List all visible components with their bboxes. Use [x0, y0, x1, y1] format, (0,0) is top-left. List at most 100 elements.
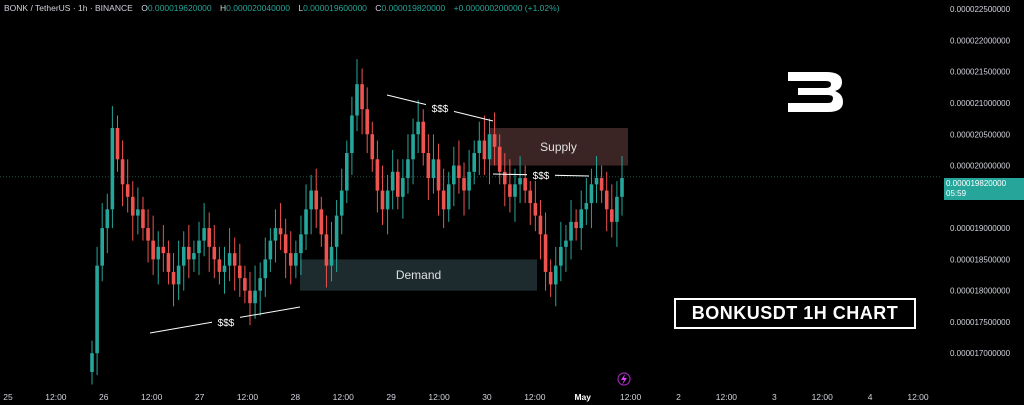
candle-body	[181, 246, 186, 266]
current-price-value: 0.000019820000	[946, 179, 1007, 188]
candle-body	[141, 209, 145, 229]
time-tick-label: 30	[482, 392, 492, 402]
demand-zone-label: Demand	[396, 268, 441, 282]
liquidity-label: $$$	[533, 171, 550, 182]
candle-body	[467, 171, 471, 191]
time-tick-label: 12:00	[524, 392, 546, 402]
time-tick-label: 25	[3, 392, 13, 402]
liquidity-label: $$$	[432, 104, 449, 115]
candle-body	[319, 209, 324, 235]
candle-body	[237, 265, 242, 279]
low-label: L	[298, 3, 304, 13]
candle-body	[100, 228, 104, 266]
candle-body	[324, 234, 329, 266]
candle-body	[421, 121, 426, 154]
open-value: 0.000019620000	[147, 3, 212, 13]
candle-body	[553, 265, 558, 285]
candle-body	[518, 178, 522, 185]
close-label: C	[375, 3, 382, 13]
candle-body	[232, 253, 237, 266]
candle-body	[401, 178, 405, 197]
candle-body	[441, 190, 446, 210]
candle-body	[360, 84, 364, 110]
zones-layer: Supply Demand	[0, 128, 940, 291]
candle-body	[110, 128, 115, 210]
time-tick-label: 3	[772, 392, 777, 402]
time-axis: 25 12:00 26 12:00 27 12:00 28 12:00 29 12:00 30 12:…	[3, 372, 929, 402]
candle-body	[564, 240, 568, 247]
supply-zone	[489, 128, 628, 166]
bar-countdown: 05:59	[946, 189, 967, 198]
candle-body	[513, 184, 517, 197]
candle-body	[579, 209, 584, 229]
candle-body	[227, 253, 232, 266]
candle-body	[120, 159, 125, 185]
candle-body	[492, 134, 497, 147]
candle-body	[370, 134, 375, 160]
candle-body	[156, 246, 161, 260]
price-tick-label: 0.000018000000	[950, 287, 1011, 296]
candle-body	[365, 109, 369, 135]
candle-body	[125, 184, 130, 197]
candle-body	[207, 228, 212, 247]
candle-body	[283, 234, 288, 254]
high-value: 0.000020040000	[226, 3, 290, 13]
price-tick-label: 0.000018500000	[950, 255, 1011, 264]
candle-body	[334, 215, 339, 247]
candle-body	[589, 184, 594, 204]
candle-body	[436, 159, 441, 191]
price-tick-label: 0.000021500000	[950, 68, 1011, 77]
candle-body	[543, 234, 548, 272]
candle-body	[309, 190, 313, 210]
price-tick-label: 0.000019000000	[950, 224, 1011, 233]
liquidity-label: $$$	[218, 318, 235, 329]
time-tick-label: 12:00	[45, 392, 67, 402]
liquidity-label-bg	[212, 315, 240, 328]
candle-body	[395, 171, 400, 197]
candle-body	[258, 278, 262, 291]
candle-body	[273, 228, 278, 241]
candle-body	[569, 221, 573, 241]
candle-body	[197, 240, 201, 254]
lightning-circle	[617, 372, 631, 386]
time-tick-label: 12:00	[333, 392, 355, 402]
symbol-legend: BONK / TetherUS · 1h · BINANCE O0.000019…	[4, 3, 560, 13]
candle-body	[192, 253, 196, 260]
candle-body	[294, 253, 298, 266]
time-tick-label: May	[574, 392, 591, 402]
candle-body	[477, 140, 482, 154]
candle-body	[314, 190, 319, 210]
candle-body	[594, 178, 599, 185]
candle-body	[304, 209, 308, 235]
candle-body	[462, 178, 466, 191]
candle-body	[288, 253, 293, 266]
candle-body	[136, 209, 140, 216]
candle-body	[411, 134, 415, 160]
candle-body	[416, 121, 420, 135]
candle-body	[431, 159, 436, 179]
lightning-bolt	[621, 374, 627, 385]
time-tick-label: 12:00	[620, 392, 642, 402]
demand-zone	[300, 259, 537, 291]
candle-body	[345, 153, 349, 191]
candle-body	[406, 159, 410, 179]
candle-body	[253, 290, 257, 304]
candle-body	[278, 228, 283, 235]
time-tick-label: 29	[386, 392, 396, 402]
high-label: H	[220, 3, 227, 13]
candle-body	[187, 246, 191, 260]
candle-body	[604, 190, 609, 210]
candle-body	[538, 215, 543, 235]
candle-body	[584, 203, 589, 210]
candle-body	[222, 265, 227, 272]
candle-body	[446, 184, 451, 210]
open-label: O	[141, 3, 148, 13]
candle-body	[390, 171, 395, 191]
candle-body	[385, 190, 390, 210]
candle-body	[263, 259, 268, 279]
candle-body	[146, 228, 150, 241]
candle-body	[329, 246, 334, 266]
candle-body	[171, 271, 176, 285]
